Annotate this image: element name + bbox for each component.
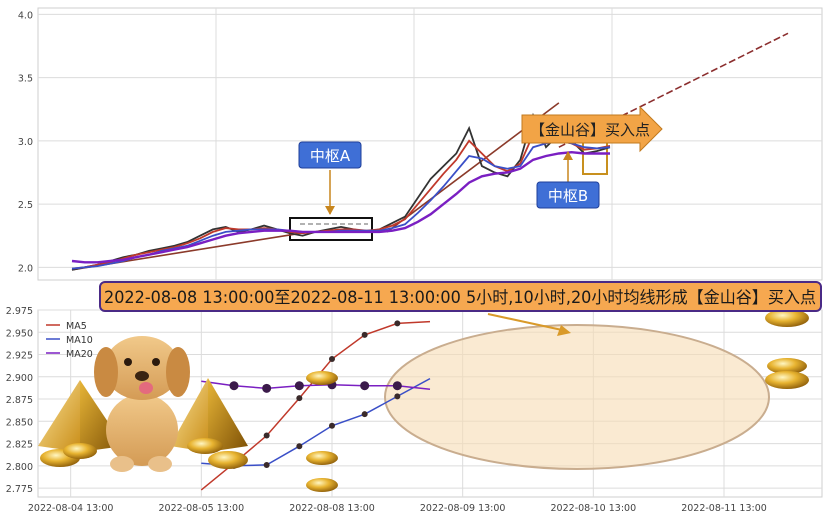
lower-y-tick-label: 2.775 bbox=[6, 484, 33, 495]
data-point-ma5 bbox=[263, 432, 270, 439]
data-point-ma5 bbox=[296, 395, 303, 402]
upper-series-ma5 bbox=[71, 133, 611, 270]
ingot-icons-left bbox=[306, 371, 338, 492]
ingot-icons-right bbox=[765, 309, 809, 389]
golden-valley-ellipse bbox=[384, 324, 770, 470]
data-point-ma20 bbox=[294, 381, 304, 391]
data-point-ma10 bbox=[329, 422, 335, 429]
data-point-ma20 bbox=[262, 383, 272, 393]
lower-y-tick-label: 2.975 bbox=[6, 306, 33, 317]
x-tick-label: 2022-08-08 13:00 bbox=[289, 503, 375, 514]
data-point-ma10 bbox=[296, 443, 303, 450]
center-a-label: 中枢A bbox=[310, 147, 351, 165]
center-a-label-box bbox=[298, 141, 362, 169]
summary-banner: 2022-08-08 13:00:00至2022-08-11 13:00:00 … bbox=[104, 288, 816, 307]
buy-point-arrow bbox=[521, 105, 663, 153]
x-tick-label: 2022-08-10 13:00 bbox=[551, 503, 637, 514]
legend: MA5 MA10 MA20 bbox=[46, 321, 93, 360]
x-tick-label: 2022-08-04 13:00 bbox=[28, 503, 114, 514]
data-point-ma10 bbox=[361, 411, 368, 418]
data-point-ma5 bbox=[329, 355, 335, 362]
gold-pyramid-right-illustration bbox=[170, 378, 248, 452]
x-tick-label: 2022-08-05 13:00 bbox=[159, 503, 245, 514]
center-a-arrowhead bbox=[325, 206, 335, 215]
legend-label-ma10: MA10 bbox=[66, 335, 93, 346]
data-point-ma20 bbox=[360, 381, 370, 391]
upper-series-ma20 bbox=[71, 150, 610, 264]
upper-y-tick-label: 3.5 bbox=[18, 74, 33, 85]
center-b-arrowhead bbox=[563, 151, 573, 160]
data-point-ma20 bbox=[229, 381, 239, 391]
upper-series-close bbox=[71, 112, 611, 271]
data-point-ma5 bbox=[394, 320, 401, 327]
lower-y-tick-label: 2.950 bbox=[6, 328, 33, 339]
data-point-ma10 bbox=[263, 461, 270, 468]
upper-y-tick-label: 2.5 bbox=[18, 200, 33, 211]
lower-y-tick-label: 2.825 bbox=[6, 440, 33, 451]
banner-pointer bbox=[487, 313, 563, 331]
upper-y-tick-label: 3.0 bbox=[18, 137, 33, 148]
lower-y-tick-label: 2.875 bbox=[6, 395, 33, 406]
buy-point-label: 【金山谷】买入点 bbox=[530, 121, 650, 139]
data-point-ma10 bbox=[394, 393, 401, 400]
upper-price-series bbox=[71, 112, 611, 271]
x-tick-label: 2022-08-09 13:00 bbox=[420, 503, 506, 514]
lower-y-tick-label: 2.900 bbox=[6, 373, 33, 384]
data-point-ma5 bbox=[361, 331, 368, 338]
x-tick-label: 2022-08-11 13:00 bbox=[681, 503, 767, 514]
lower-y-tick-label: 2.850 bbox=[6, 417, 33, 428]
gold-ingots-illustration bbox=[40, 438, 248, 469]
upper-y-tick-label: 4.0 bbox=[18, 10, 33, 21]
center-b-label: 中枢B bbox=[548, 187, 588, 205]
upper-gridlines bbox=[38, 8, 822, 280]
upper-y-tick-labels: 4.0 3.5 3.0 2.5 2.0 bbox=[18, 10, 33, 274]
center-a-box bbox=[289, 217, 373, 241]
upper-y-tick-label: 2.0 bbox=[18, 263, 33, 274]
upper-plot-frame bbox=[37, 7, 823, 281]
summary-banner-box bbox=[99, 281, 822, 312]
lower-x-tick-labels: 2022-08-04 13:00 2022-08-05 13:00 2022-08-… bbox=[28, 503, 767, 514]
legend-label-ma5: MA5 bbox=[66, 321, 87, 332]
lower-y-tick-label: 2.925 bbox=[6, 351, 33, 362]
lower-series-ma20 bbox=[201, 380, 431, 391]
upper-chart-panel: 4.0 3.5 3.0 2.5 2.0 中枢A 中枢B 【金山谷】买入点 bbox=[18, 7, 823, 281]
banner-arrowhead bbox=[557, 325, 571, 336]
data-point-ma20 bbox=[392, 381, 402, 391]
lower-y-tick-labels: 2.975 2.950 2.925 2.900 2.875 2.850 2.825 2.800… bbox=[6, 306, 33, 495]
center-b-label-box bbox=[536, 181, 600, 209]
lower-y-tick-label: 2.800 bbox=[6, 462, 33, 473]
legend-label-ma20: MA20 bbox=[66, 349, 93, 360]
lower-chart-panel: 2.975 2.950 2.925 2.900 2.875 2.850 2.825 2.800… bbox=[6, 306, 823, 514]
puppy-illustration bbox=[94, 336, 190, 472]
